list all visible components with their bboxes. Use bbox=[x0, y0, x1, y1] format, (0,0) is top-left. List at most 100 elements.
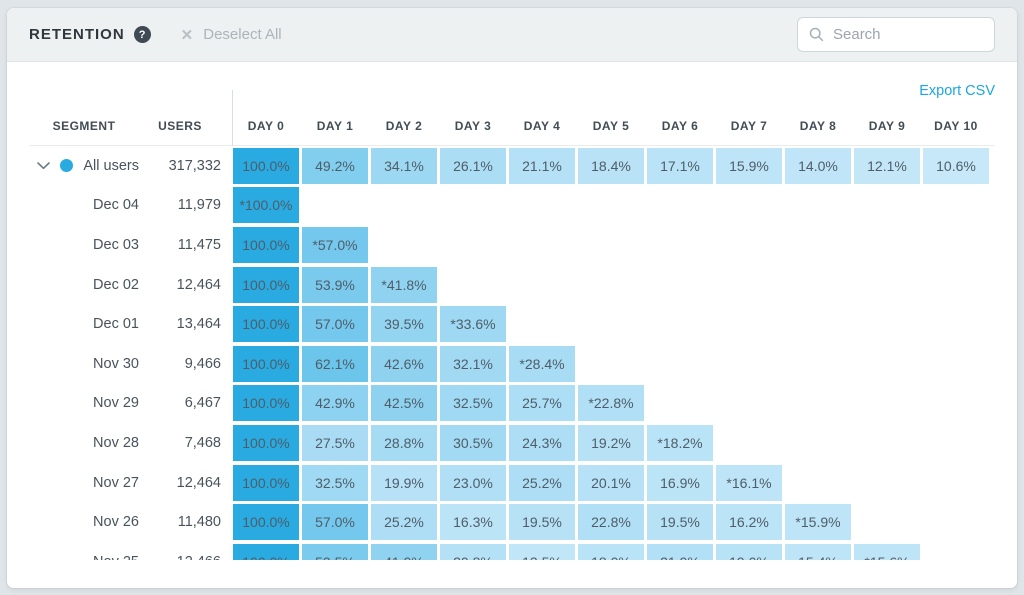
search-box[interactable] bbox=[797, 17, 995, 52]
retention-cell[interactable]: 16.3% bbox=[440, 504, 506, 541]
users-count: 7,468 bbox=[184, 434, 221, 451]
deselect-all-button[interactable]: ✕ Deselect All bbox=[181, 26, 282, 44]
retention-cell[interactable]: 100.0% bbox=[233, 424, 299, 461]
retention-cell[interactable]: 42.9% bbox=[302, 385, 368, 422]
deselect-all-label: Deselect All bbox=[203, 26, 282, 43]
segment-label[interactable]: Dec 03 bbox=[93, 236, 139, 253]
retention-cell[interactable]: 25.7% bbox=[509, 385, 575, 422]
retention-cell[interactable]: 25.2% bbox=[371, 504, 437, 541]
retention-cell[interactable]: 100.0% bbox=[233, 464, 299, 501]
table-row: Dec 02 12,464 100.0% 53.9% *41.8% bbox=[29, 265, 995, 305]
segment-label[interactable]: Dec 01 bbox=[93, 316, 139, 333]
retention-cell[interactable]: 100.0% bbox=[233, 385, 299, 422]
retention-cell[interactable]: 16.2% bbox=[716, 504, 782, 541]
help-icon[interactable]: ? bbox=[133, 26, 151, 43]
retention-cell[interactable]: 30.5% bbox=[440, 424, 506, 461]
retention-cell[interactable]: 100.0% bbox=[233, 504, 299, 541]
retention-cell[interactable]: *33.6% bbox=[440, 306, 506, 343]
users-count: 11,480 bbox=[177, 514, 221, 531]
retention-cell[interactable]: 100.0% bbox=[233, 543, 299, 560]
column-header-day: DAY 5 bbox=[592, 118, 630, 133]
report-card: Export CSV SEGMENT USERS DAY 0 DAY 1 DAY 2 DA… bbox=[7, 62, 1017, 588]
chevron-down-icon[interactable] bbox=[37, 161, 50, 170]
retention-cell[interactable]: *57.0% bbox=[302, 226, 368, 263]
retention-cell[interactable]: 100.0% bbox=[233, 266, 299, 303]
column-header-day: DAY 0 bbox=[247, 118, 285, 133]
retention-cell[interactable]: 19.9% bbox=[371, 464, 437, 501]
segment-label[interactable]: Nov 28 bbox=[93, 434, 139, 451]
segment-label[interactable]: All users bbox=[29, 158, 139, 174]
retention-cell[interactable]: *16.1% bbox=[716, 464, 782, 501]
retention-cell[interactable]: 32.5% bbox=[302, 464, 368, 501]
retention-cell[interactable]: 53.9% bbox=[302, 266, 368, 303]
retention-cell[interactable]: 25.2% bbox=[509, 464, 575, 501]
retention-cell[interactable]: 27.5% bbox=[302, 424, 368, 461]
retention-cell[interactable]: 53.5% bbox=[302, 543, 368, 560]
retention-cell[interactable]: 19.5% bbox=[647, 504, 713, 541]
retention-cell[interactable]: 18.4% bbox=[578, 147, 644, 184]
column-header-day: DAY 1 bbox=[316, 118, 354, 133]
retention-cell[interactable]: *18.2% bbox=[647, 424, 713, 461]
retention-cell[interactable]: *15.6% bbox=[854, 543, 920, 560]
retention-cell[interactable]: 32.1% bbox=[440, 345, 506, 382]
retention-cell[interactable]: 49.2% bbox=[302, 147, 368, 184]
retention-cell[interactable]: *15.9% bbox=[785, 504, 851, 541]
segment-label[interactable]: Dec 02 bbox=[93, 276, 139, 293]
retention-cell[interactable]: 23.0% bbox=[440, 464, 506, 501]
retention-cell[interactable]: 62.1% bbox=[302, 345, 368, 382]
export-csv-link[interactable]: Export CSV bbox=[919, 83, 995, 99]
retention-cell[interactable]: 22.8% bbox=[578, 504, 644, 541]
retention-cell[interactable]: *22.8% bbox=[578, 385, 644, 422]
retention-cell[interactable]: 13.5% bbox=[509, 543, 575, 560]
retention-cell[interactable]: 28.8% bbox=[371, 424, 437, 461]
retention-cell[interactable]: 42.5% bbox=[371, 385, 437, 422]
retention-cell[interactable]: 21.9% bbox=[647, 543, 713, 560]
retention-cell[interactable]: 34.1% bbox=[371, 147, 437, 184]
retention-cell[interactable]: 32.5% bbox=[440, 385, 506, 422]
retention-cell[interactable]: 17.1% bbox=[647, 147, 713, 184]
retention-cell[interactable]: 14.0% bbox=[785, 147, 851, 184]
x-icon: ✕ bbox=[180, 26, 194, 44]
segment-label[interactable]: Nov 27 bbox=[93, 474, 139, 491]
retention-cell[interactable]: 26.1% bbox=[440, 147, 506, 184]
column-header-day: DAY 7 bbox=[730, 118, 768, 133]
retention-cell[interactable]: 16.9% bbox=[647, 464, 713, 501]
retention-cell[interactable]: 15.4% bbox=[785, 543, 851, 560]
retention-cell[interactable]: 19.0% bbox=[716, 543, 782, 560]
retention-cell[interactable]: 100.0% bbox=[233, 147, 299, 184]
retention-cell[interactable]: *41.8% bbox=[371, 266, 437, 303]
retention-cell[interactable]: 21.1% bbox=[509, 147, 575, 184]
retention-cell[interactable]: 24.3% bbox=[509, 424, 575, 461]
table-body: All users 317,332 100.0% 49.2% 34.1% 26.1% 21.… bbox=[29, 146, 995, 560]
column-header-day: DAY 10 bbox=[934, 118, 978, 133]
retention-cell[interactable]: 39.5% bbox=[371, 306, 437, 343]
retention-cell[interactable]: *28.4% bbox=[509, 345, 575, 382]
segment-label[interactable]: Nov 26 bbox=[93, 514, 139, 531]
page-title: RETENTION bbox=[29, 26, 125, 43]
retention-cell[interactable]: 15.9% bbox=[716, 147, 782, 184]
segment-label[interactable]: Nov 29 bbox=[93, 395, 139, 412]
retention-cell[interactable]: 19.2% bbox=[578, 424, 644, 461]
table-row: Dec 04 11,979 *100.0% bbox=[29, 186, 995, 226]
segment-label[interactable]: Dec 04 bbox=[93, 197, 139, 214]
retention-cell[interactable]: 100.0% bbox=[233, 345, 299, 382]
retention-cell[interactable]: 57.0% bbox=[302, 504, 368, 541]
segment-label[interactable]: Nov 30 bbox=[93, 355, 139, 372]
segment-label[interactable]: Nov 25 bbox=[29, 554, 139, 560]
retention-cell[interactable]: 20.1% bbox=[578, 464, 644, 501]
retention-cell[interactable]: *100.0% bbox=[233, 187, 299, 224]
retention-cell[interactable]: 41.9% bbox=[371, 543, 437, 560]
retention-cell[interactable]: 20.8% bbox=[440, 543, 506, 560]
users-count: 13,464 bbox=[176, 316, 221, 333]
column-header-day: DAY 9 bbox=[868, 118, 906, 133]
retention-cell[interactable]: 18.0% bbox=[578, 543, 644, 560]
retention-cell[interactable]: 10.6% bbox=[923, 147, 989, 184]
retention-cell[interactable]: 100.0% bbox=[233, 306, 299, 343]
search-input[interactable] bbox=[833, 26, 983, 43]
retention-cell[interactable]: 12.1% bbox=[854, 147, 920, 184]
retention-cell[interactable]: 57.0% bbox=[302, 306, 368, 343]
retention-cell[interactable]: 100.0% bbox=[233, 226, 299, 263]
users-count: 317,332 bbox=[168, 157, 221, 174]
retention-cell[interactable]: 19.5% bbox=[509, 504, 575, 541]
retention-cell[interactable]: 42.6% bbox=[371, 345, 437, 382]
